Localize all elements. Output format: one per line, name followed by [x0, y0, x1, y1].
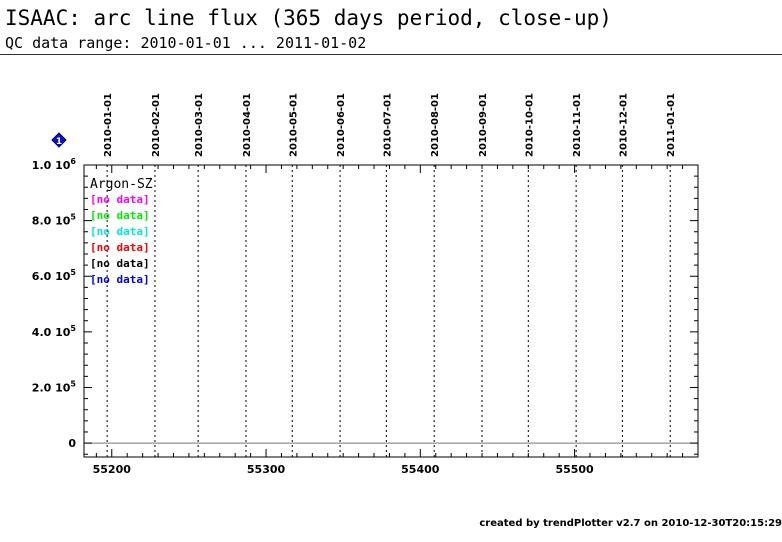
x-tick-label: 55200 — [93, 463, 132, 476]
date-marker-label: 2010-08-01 — [430, 93, 441, 157]
legend-title: Argon-SZ — [90, 177, 153, 192]
date-marker-label: 2011-01-01 — [666, 93, 677, 157]
y-tick-label: 0 — [68, 437, 76, 450]
date-marker-label: 2010-11-01 — [572, 93, 583, 157]
date-marker-label: 2010-01-01 — [103, 93, 114, 157]
y-tick-label: 1.0 106 — [32, 157, 77, 172]
header-divider — [0, 54, 782, 55]
date-marker-label: 2010-05-01 — [288, 93, 299, 157]
x-tick-label: 55500 — [555, 463, 594, 476]
y-tick-label: 6.0 105 — [32, 268, 77, 283]
x-tick-label: 55300 — [247, 463, 286, 476]
legend-entry: [no data] — [90, 209, 150, 222]
chart-subtitle: QC data range: 2010-01-01 ... 2011-01-02 — [5, 34, 367, 52]
y-tick-label: 2.0 105 — [32, 379, 77, 394]
legend-entry: [no data] — [90, 193, 150, 206]
legend-entry: [no data] — [90, 257, 150, 270]
legend-entry: [no data] — [90, 241, 150, 254]
date-marker-label: 2010-09-01 — [478, 93, 489, 157]
legend-entry: [no data] — [90, 225, 150, 238]
chart-title: ISAAC: arc line flux (365 days period, c… — [5, 6, 612, 30]
footer-credit: created by trendPlotter v2.7 on 2010-12-… — [479, 518, 782, 529]
date-marker-label: 2010-06-01 — [336, 93, 347, 157]
x-tick-label: 55400 — [401, 463, 440, 476]
plot-frame — [83, 164, 699, 458]
date-marker-label: 2010-12-01 — [618, 93, 629, 157]
date-marker-label: 2010-07-01 — [382, 93, 393, 157]
date-marker-label: 2010-04-01 — [242, 93, 253, 157]
date-marker-label: 2010-02-01 — [151, 93, 162, 157]
date-marker-label: 2010-03-01 — [194, 93, 205, 157]
legend-entry: [no data] — [90, 273, 150, 286]
info-marker-glyph: 1 — [56, 137, 62, 147]
y-tick-label: 4.0 105 — [32, 324, 77, 339]
y-tick-label: 8.0 105 — [32, 213, 77, 228]
date-marker-label: 2010-10-01 — [524, 93, 535, 157]
info-diamond-icon — [51, 132, 67, 148]
